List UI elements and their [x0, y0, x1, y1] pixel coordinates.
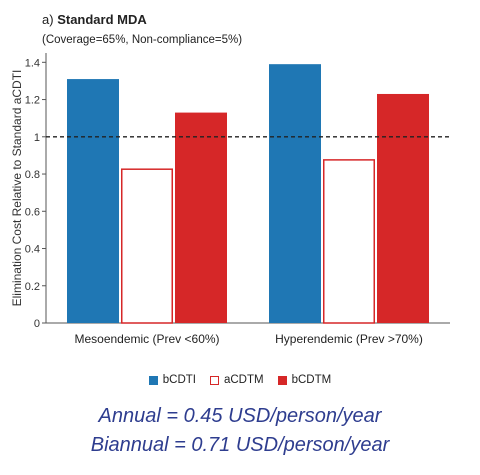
- y-tick-label: 0.2: [25, 281, 40, 293]
- bar-bcdtm-1: [377, 93, 429, 323]
- legend-item-acdtm: aCDTM: [209, 374, 264, 386]
- legend-item-bcdtm: bCDTM: [277, 374, 332, 386]
- chart-title: a) Standard MDA: [42, 12, 147, 27]
- legend-swatch-acdtm: [209, 375, 219, 385]
- y-tick-label: 0: [34, 318, 40, 330]
- legend-label-bcdti: bCDTI: [162, 374, 196, 386]
- legend-swatch-bcdti: [148, 375, 158, 385]
- legend-item-bcdti: bCDTI: [148, 374, 196, 386]
- y-tick-label: 1.2: [25, 95, 40, 107]
- bar-bcdti-0: [67, 79, 119, 323]
- bar-acdtm-0: [121, 168, 173, 324]
- panel-label: a): [42, 12, 54, 27]
- legend: bCDTI aCDTM bCDTM: [0, 374, 480, 386]
- chart-title-text: Standard MDA: [57, 12, 147, 27]
- bar-acdtm-1: [323, 159, 375, 324]
- annual-cost-note: Annual = 0.45 USD/person/year: [98, 405, 382, 427]
- y-tick-label: 0.6: [25, 206, 40, 218]
- biannual-cost-note: Biannual = 0.71 USD/person/year: [90, 434, 390, 456]
- bar-bcdti-1: [269, 64, 321, 323]
- x-category-label: Hyperendemic (Prev >70%): [275, 332, 423, 346]
- legend-label-acdtm: aCDTM: [223, 374, 264, 386]
- chart-subtitle: (Coverage=65%, Non-compliance=5%): [42, 34, 243, 46]
- y-axis-label: Elimination Cost Relative to Standard aC…: [10, 70, 24, 307]
- y-tick-label: 1.4: [25, 57, 40, 69]
- legend-label-bcdtm: bCDTM: [291, 374, 332, 386]
- x-category-label: Mesoendemic (Prev <60%): [74, 332, 219, 346]
- y-tick-label: 0.8: [25, 169, 40, 181]
- bar-bcdtm-0: [175, 112, 227, 323]
- y-tick-label: 1: [34, 132, 40, 144]
- y-tick-label: 0.4: [25, 244, 40, 256]
- legend-swatch-bcdtm: [277, 375, 287, 385]
